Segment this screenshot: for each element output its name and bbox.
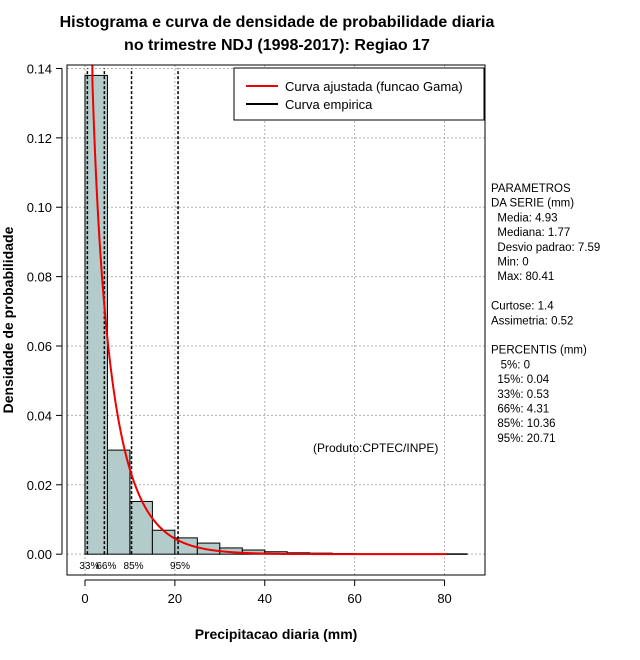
legend: Curva ajustada (funcao Gama) Curva empir…: [233, 67, 485, 121]
y-tick-label: 0.14: [27, 61, 52, 76]
percentile-label: 95%: [170, 561, 190, 572]
histogram-bar: [129, 500, 153, 555]
stats-line: 5%: 0: [491, 359, 530, 371]
percentile-label: 85%: [124, 561, 144, 572]
stats-line: Mediana: 1.77: [491, 227, 570, 239]
stats-line: Min: 0: [491, 257, 529, 269]
y-axis: 0.00 0.02 0.04 0.06 0.08 0.10 0.12 0.14: [27, 61, 63, 562]
y-tick-label: 0.00: [27, 547, 52, 562]
percentile-label: 66%: [96, 561, 116, 572]
histogram-bar: [106, 449, 131, 555]
stats-line: Desvio padrao: 7.59: [491, 242, 600, 254]
fitted-gamma-curve: [91, 65, 447, 556]
legend-fit-label: Curva ajustada (funcao Gama): [285, 79, 463, 94]
y-tick-label: 0.12: [27, 131, 52, 146]
stats-line: 95%: 20.71: [491, 433, 556, 445]
credit-annotation: (Produto:CPTEC/INPE): [313, 441, 438, 455]
percentile-label: 33%: [79, 561, 99, 572]
y-tick-label: 0.02: [27, 478, 52, 493]
y-axis-title: Densidade de probabilidade: [0, 226, 16, 413]
chart-title-line-1: Histograma e curva de densidade de proba…: [60, 14, 495, 31]
legend-box: [233, 67, 485, 121]
stats-line: Assimetria: 0.52: [491, 315, 573, 327]
y-tick-label: 0.06: [27, 339, 52, 354]
histogram-bar: [84, 74, 108, 555]
histogram-bar: [151, 529, 176, 555]
stats-line: 15%: 0.04: [491, 374, 550, 386]
histogram-bars: [84, 74, 468, 555]
stats-line: Curtose: 1.4: [491, 301, 554, 313]
x-axis-title: Precipitacao diaria (mm): [195, 626, 358, 642]
stats-line: DA SERIE (mm): [491, 198, 574, 210]
stats-line: 66%: 4.31: [491, 404, 549, 416]
series-statistics-panel: PARAMETROS DA SERIE (mm) Media: 4.93 Medi…: [491, 183, 600, 445]
stats-line: 33%: 0.53: [491, 389, 549, 401]
legend-empirical-label: Curva empirica: [285, 97, 373, 112]
y-tick-label: 0.10: [27, 200, 52, 215]
x-tick-label: 40: [258, 591, 272, 606]
stats-line: PARAMETROS: [491, 183, 571, 195]
x-tick-label: 20: [168, 591, 182, 606]
x-tick-label: 80: [437, 591, 451, 606]
stats-line: Media: 4.93: [491, 212, 557, 224]
plot-frame: [66, 64, 486, 576]
histogram-bar: [444, 553, 468, 555]
chart-title-line-2: no trimestre NDJ (1998-2017): Regiao 17: [124, 37, 430, 54]
x-tick-label: 0: [81, 591, 88, 606]
x-axis: 0 20 40 60 80: [81, 579, 452, 606]
stats-line: Max: 80.41: [491, 271, 554, 283]
stats-line: PERCENTIS (mm): [491, 345, 587, 357]
y-tick-label: 0.04: [27, 408, 52, 423]
stats-line: 85%: 10.36: [491, 418, 556, 430]
y-tick-label: 0.08: [27, 270, 52, 285]
x-tick-label: 60: [347, 591, 361, 606]
density-curves: [91, 65, 447, 556]
